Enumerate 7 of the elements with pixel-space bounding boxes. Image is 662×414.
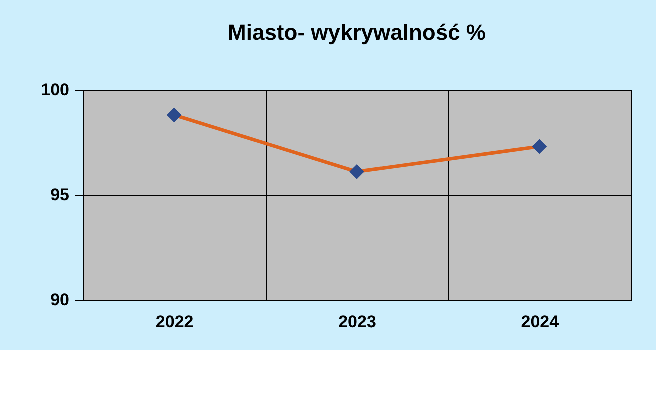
x-tick-label: 2023 [338, 312, 376, 332]
y-tick-label: 100 [41, 80, 70, 100]
chart-title: Miasto- wykrywalność % [228, 20, 486, 45]
y-tick-label: 90 [50, 290, 70, 310]
y-tick-label: 95 [50, 186, 70, 204]
x-tick-label: 2024 [521, 312, 560, 332]
x-tick-label: 2022 [156, 312, 194, 332]
